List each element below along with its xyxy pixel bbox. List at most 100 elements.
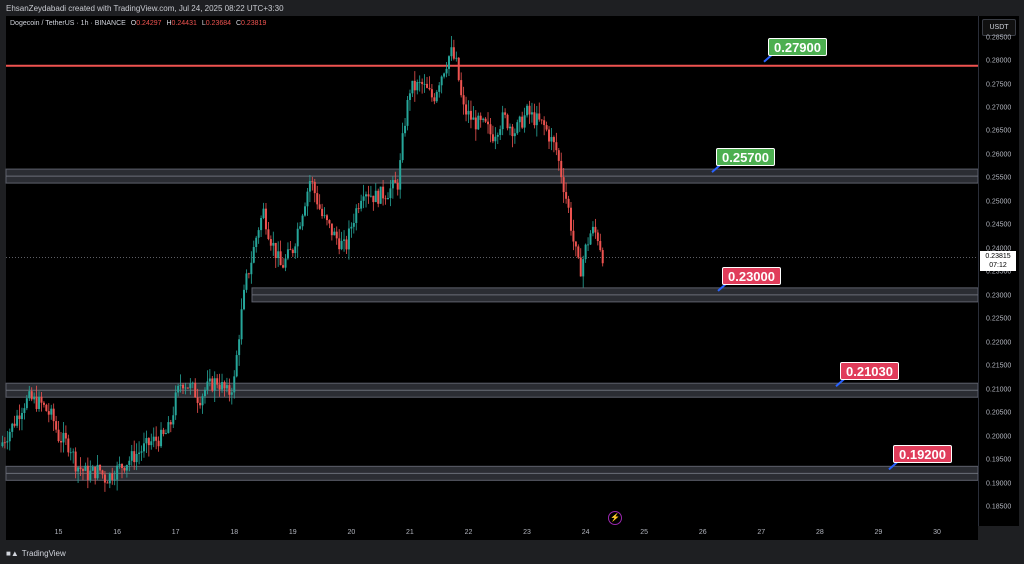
- candle-body: [430, 89, 433, 98]
- badge-pointer: [717, 283, 727, 292]
- candle-body: [286, 249, 289, 259]
- candle-body: [213, 378, 216, 391]
- candle-body: [323, 215, 326, 217]
- candle-body: [299, 226, 302, 229]
- candle-body: [499, 129, 502, 135]
- candle-body: [172, 415, 175, 425]
- candle-body: [452, 47, 455, 59]
- candle-body: [555, 142, 558, 151]
- candle-body: [40, 396, 43, 403]
- candle-body: [260, 217, 263, 231]
- candle-body: [343, 239, 346, 241]
- chart-area[interactable]: [6, 16, 978, 526]
- candle-body: [408, 93, 411, 100]
- price-axis[interactable]: [978, 16, 1019, 526]
- candle-body: [508, 126, 511, 129]
- price-tick-label: 0.26500: [986, 127, 1012, 135]
- candle-body: [396, 182, 399, 190]
- close-label: C: [235, 20, 242, 27]
- low-value: 0.23684: [205, 20, 232, 27]
- price-tick-label: 0.19500: [986, 456, 1012, 464]
- candle-body: [594, 226, 597, 233]
- candle-body: [84, 465, 87, 471]
- candle-body: [538, 113, 541, 120]
- price-tick-label: 0.23500: [986, 268, 1012, 276]
- candle-body: [45, 404, 48, 412]
- candle-body: [516, 122, 519, 134]
- candle-body: [321, 208, 324, 217]
- candle-body: [69, 452, 72, 454]
- candle-body: [557, 150, 560, 161]
- candle-body: [274, 242, 277, 259]
- candle-body: [316, 193, 319, 205]
- candle-body: [182, 384, 185, 389]
- time-axis[interactable]: [6, 526, 978, 540]
- candle-body: [140, 451, 143, 453]
- candle-body: [106, 482, 109, 484]
- candle-body: [16, 415, 19, 426]
- lightning-icon[interactable]: ⚡: [608, 511, 622, 525]
- candle-body: [86, 465, 89, 480]
- candle-body: [360, 200, 363, 209]
- candle-body: [33, 396, 36, 400]
- candle-body: [250, 262, 253, 275]
- low-label: L: [201, 20, 206, 27]
- candle-body: [91, 466, 94, 471]
- candle-body: [284, 258, 287, 268]
- candle-body: [550, 137, 553, 142]
- candle-body: [506, 114, 509, 129]
- candle-body: [99, 464, 102, 471]
- candle-body: [411, 80, 414, 94]
- candle-body: [238, 339, 241, 356]
- candle-body: [3, 442, 6, 444]
- candle-body: [81, 469, 84, 471]
- price-tick-label: 0.22000: [986, 339, 1012, 347]
- candle-body: [138, 452, 141, 454]
- attribution-text: EhsanZeydabadi created with TradingView.…: [6, 4, 284, 13]
- candle-body: [245, 273, 248, 290]
- candle-body: [401, 133, 404, 161]
- candle-body: [55, 421, 58, 430]
- candle-body: [574, 241, 577, 247]
- candle-body: [194, 382, 197, 398]
- time-tick-label: 26: [698, 529, 707, 536]
- candle-body: [474, 117, 477, 130]
- candle-body: [218, 384, 221, 390]
- price-tick-label: 0.24500: [986, 221, 1012, 229]
- candle-body: [460, 80, 463, 96]
- candle-body: [264, 208, 267, 230]
- tradingview-footer: ■▲ TradingView: [6, 549, 66, 558]
- candle-body: [543, 120, 546, 126]
- candle-body: [443, 73, 446, 77]
- candle-body: [28, 391, 31, 399]
- candle-body: [240, 309, 243, 340]
- open-value: 0.24297: [136, 20, 162, 27]
- candle-body: [465, 104, 468, 115]
- candle-body: [94, 466, 97, 479]
- price-tick-label: 0.22500: [986, 315, 1012, 323]
- candle-body: [74, 451, 77, 472]
- candle-body: [128, 460, 131, 465]
- candle-body: [533, 112, 536, 126]
- candle-body: [38, 396, 41, 409]
- candle-body: [252, 246, 255, 263]
- candle-body: [113, 479, 116, 481]
- candle-body: [548, 129, 551, 142]
- candle-body: [289, 249, 292, 251]
- currency-button[interactable]: USDT: [982, 19, 1016, 36]
- candle-body: [79, 467, 82, 470]
- time-tick-label: 24: [581, 529, 590, 536]
- candle-body: [108, 473, 111, 484]
- candle-body: [243, 289, 246, 310]
- price-tick-label: 0.18500: [986, 503, 1012, 511]
- candle-body: [535, 113, 538, 126]
- candle-body: [513, 133, 516, 137]
- level-badge: 0.19200: [893, 445, 952, 464]
- candle-body: [404, 125, 407, 134]
- time-tick-label: 27: [757, 529, 766, 536]
- close-value: 0.23819: [241, 20, 267, 27]
- time-tick-label: 15: [54, 529, 63, 536]
- candle-body: [479, 115, 482, 120]
- candle-body: [355, 208, 358, 223]
